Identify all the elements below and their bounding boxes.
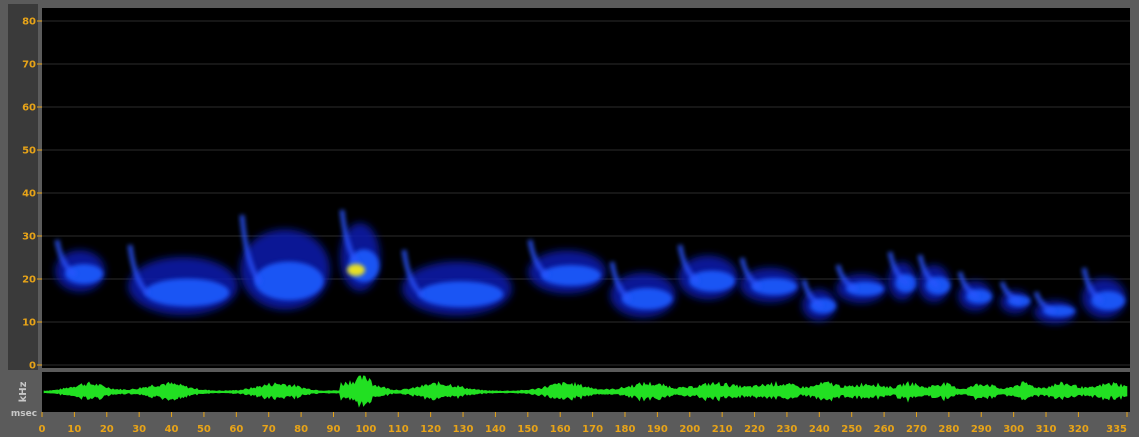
call-stem — [1033, 291, 1056, 314]
x-tick-label: 100 — [355, 424, 376, 435]
x-tick-label: 180 — [615, 424, 636, 435]
call-stem — [609, 261, 632, 302]
call-stem — [677, 244, 700, 285]
y-tick-label: 30 — [22, 232, 36, 243]
x-tick-label: 150 — [517, 424, 538, 435]
call-stem — [127, 244, 150, 296]
call-stem — [54, 239, 77, 278]
x-tick-label: 320 — [1068, 424, 1089, 435]
call-stem — [917, 254, 940, 289]
y-tick-label: 80 — [22, 17, 36, 28]
y-tick-label: 10 — [22, 318, 36, 329]
call-stem — [887, 251, 910, 287]
x-tick-label: 335 — [1106, 424, 1127, 435]
call-core — [541, 264, 601, 286]
call-core — [845, 281, 885, 296]
ticks: 0 10 20 30 40 50 60 70 80 0 10 20 30 40 50 60 70 80 90 100 1… — [22, 17, 1128, 435]
x-tick-label: 240 — [809, 424, 830, 435]
call-core — [418, 281, 504, 308]
waveform — [43, 375, 1128, 408]
call-stem — [527, 239, 550, 279]
call-stem — [999, 281, 1022, 304]
call-stem — [835, 264, 858, 292]
x-tick-label: 40 — [165, 424, 179, 435]
y-tick-label: 40 — [22, 189, 36, 200]
call-core — [64, 264, 104, 284]
call-core — [750, 278, 798, 295]
y-tick-label: 20 — [22, 275, 36, 286]
y-axis-panel — [8, 4, 38, 370]
y-tick-label: 50 — [22, 146, 36, 157]
call-peak — [347, 264, 365, 276]
x-tick-label: 210 — [712, 424, 733, 435]
call-core — [621, 287, 673, 310]
x-tick-label: 220 — [744, 424, 765, 435]
x-tick-label: 200 — [679, 424, 700, 435]
x-tick-label: 160 — [550, 424, 571, 435]
x-tick-label: 250 — [841, 424, 862, 435]
call-stem — [739, 257, 762, 290]
x-tick-label: 270 — [906, 424, 927, 435]
y-tick-label: 70 — [22, 60, 36, 71]
x-tick-label: 280 — [938, 424, 959, 435]
call-core — [688, 270, 736, 292]
call-core — [1091, 291, 1125, 311]
call-stem — [1081, 267, 1104, 304]
x-tick-label: 170 — [582, 424, 603, 435]
y-tick-label: 0 — [29, 361, 36, 372]
call-core — [254, 261, 324, 301]
x-axis-label: msec — [11, 409, 37, 419]
x-tick-label: 260 — [874, 424, 895, 435]
spectrogram-calls — [54, 209, 1126, 324]
x-tick-label: 110 — [388, 424, 409, 435]
call-core — [144, 278, 230, 307]
call-stem — [239, 214, 263, 285]
x-tick-label: 230 — [776, 424, 797, 435]
x-tick-label: 300 — [1003, 424, 1024, 435]
x-tick-label: 290 — [971, 424, 992, 435]
x-tick-label: 0 — [39, 424, 46, 435]
x-tick-label: 90 — [327, 424, 341, 435]
y-tick-label: 60 — [22, 103, 36, 114]
x-tick-label: 120 — [420, 424, 441, 435]
spectrogram-plot — [42, 8, 1130, 368]
x-tick-label: 30 — [132, 424, 146, 435]
x-tick-label: 80 — [294, 424, 308, 435]
x-tick-label: 10 — [67, 424, 81, 435]
x-tick-label: 20 — [100, 424, 114, 435]
x-tick-label: 130 — [453, 424, 474, 435]
x-tick-label: 140 — [485, 424, 506, 435]
call-stem — [401, 249, 424, 298]
x-tick-label: 310 — [1036, 424, 1057, 435]
x-tick-label: 70 — [262, 424, 276, 435]
call-stem — [957, 271, 980, 300]
x-tick-label: 60 — [229, 424, 243, 435]
x-tick-label: 50 — [197, 424, 211, 435]
call-stem — [801, 279, 824, 309]
x-tick-label: 190 — [647, 424, 668, 435]
y-axis-label: kHz — [18, 381, 29, 402]
